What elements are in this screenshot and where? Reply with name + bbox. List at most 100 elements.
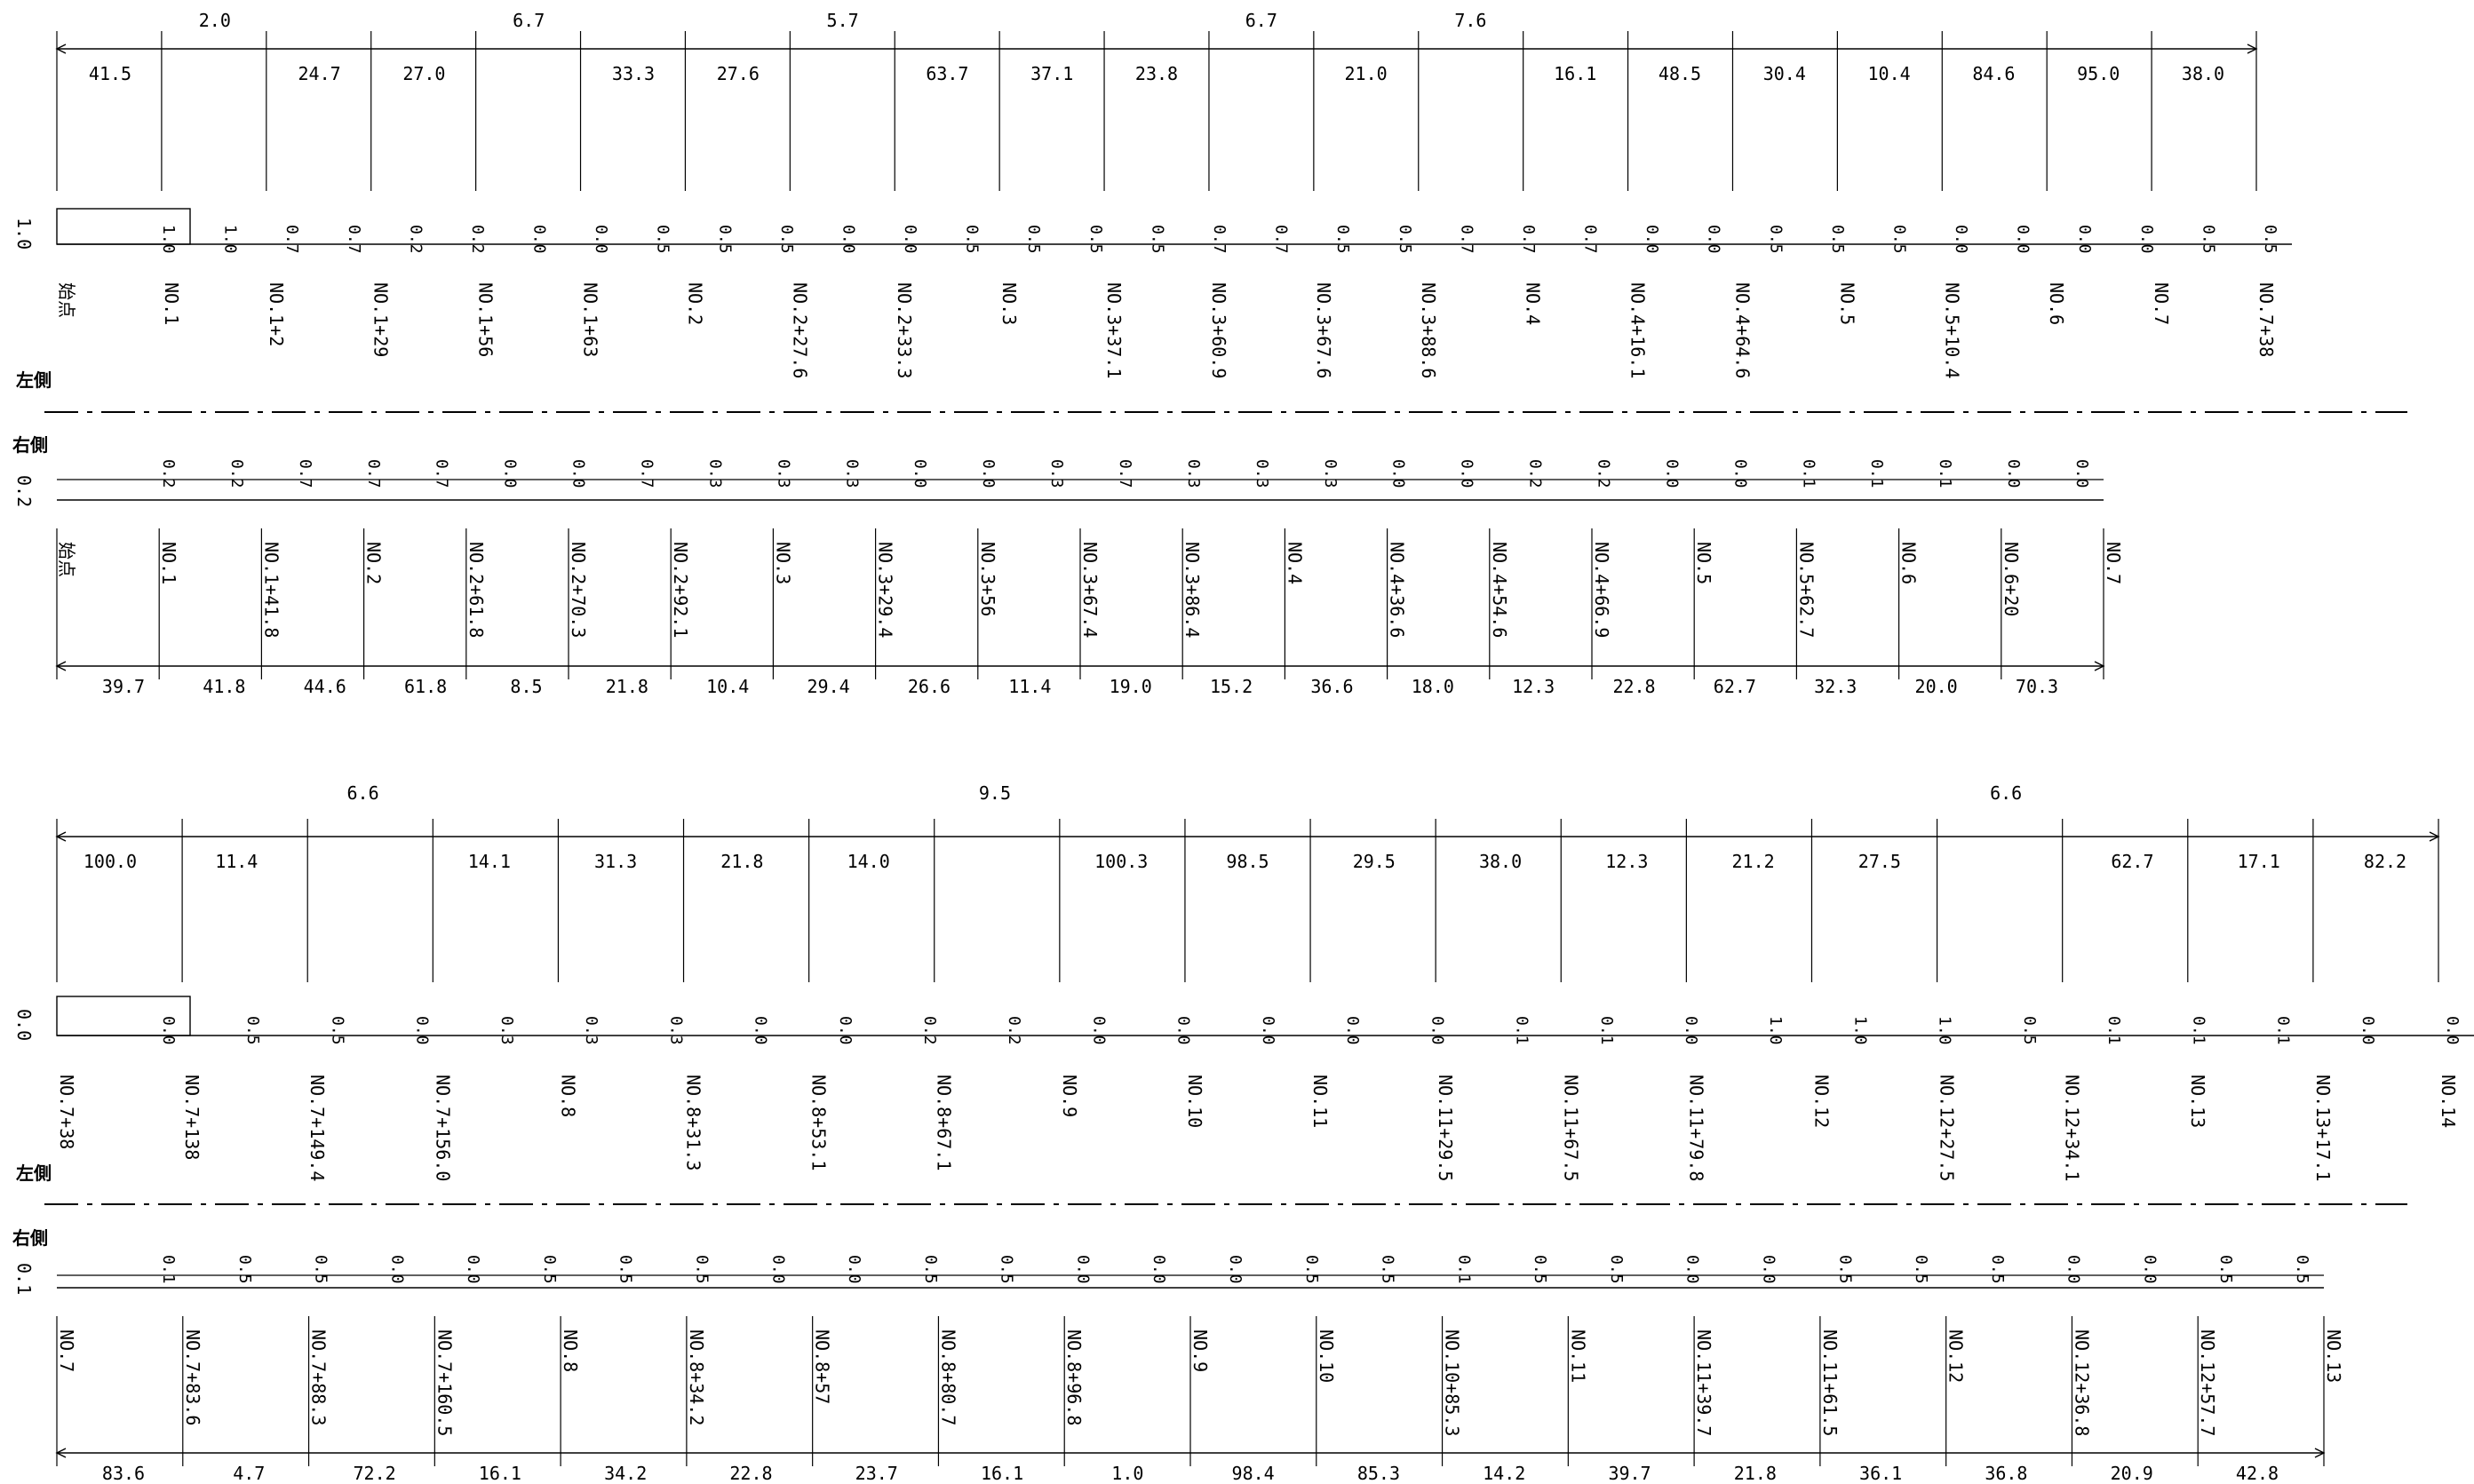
row1-right-profile-value: 0.3 (1253, 459, 1271, 488)
row2-left-station-label: NO.9 (1059, 1075, 1080, 1117)
row1-left-profile-value: 0.5 (715, 225, 734, 254)
row1-right-dimension-value: 44.6 (304, 676, 346, 697)
row2-right-station-label: NO.8+96.8 (1063, 1329, 1085, 1425)
row1-left-profile-value: 0.5 (654, 225, 672, 254)
row1-right-station-label: NO.4+36.6 (1387, 542, 1408, 638)
row1-right-station-label: 始点 (56, 542, 77, 577)
row2-right-profile-value: 0.5 (2293, 1255, 2311, 1284)
row1-left-profile-value: 0.0 (1705, 225, 1723, 254)
row2-right-start-value: 0.1 (13, 1263, 35, 1295)
row2-right-profile-value: 0.0 (464, 1255, 482, 1284)
row1-left-dimension-value: 41.5 (89, 63, 131, 84)
row1-right-profile-value: 0.7 (433, 459, 451, 488)
row1-left-station-label: NO.4 (1523, 282, 1544, 325)
row2-left-station-label: NO.11+67.5 (1560, 1075, 1581, 1181)
left-side-label-row1: 左側 (16, 369, 52, 391)
left-side-label-row2: 左側 (16, 1163, 52, 1184)
row2-right-profile-value: 0.5 (921, 1255, 940, 1284)
row2-left-station-label: NO.7+138 (181, 1075, 203, 1160)
row2-left-dimension-value: 62.7 (2111, 851, 2153, 872)
row2-left-station-label: NO.8+53.1 (808, 1075, 830, 1171)
row2-right-station-label: NO.8 (560, 1329, 581, 1372)
row2-right-profile-value: 0.0 (845, 1255, 863, 1284)
row1-left-station-label: NO.3+67.6 (1313, 282, 1334, 378)
row1-left-profile-value: 0.7 (1519, 225, 1538, 254)
row1-left-profile-value: 0.7 (1210, 225, 1229, 254)
row2-left-dimension-value: 100.0 (84, 851, 137, 872)
row2-right-dimension-value: 21.8 (1734, 1463, 1777, 1484)
row1-right-dimension-value: 41.8 (203, 676, 245, 697)
row1-left-profile-value: 0.5 (1333, 225, 1352, 254)
row1-left-profile-value: 0.2 (406, 225, 425, 254)
row2-right-profile-value: 0.0 (1760, 1255, 1778, 1284)
row2-right-profile-value: 0.5 (312, 1255, 330, 1284)
row1-left-profile-value: 0.5 (1828, 225, 1847, 254)
row2-right-profile-value: 0.0 (768, 1255, 787, 1284)
row1-right-dimension-line-arrow-end (2094, 661, 2105, 671)
row1-left-profile-value: 0.5 (1396, 225, 1414, 254)
row1-right-profile-value: 0.3 (1184, 459, 1203, 488)
row2-right-profile-value: 0.5 (1988, 1255, 2007, 1284)
row1-left-profile-value: 0.5 (1086, 225, 1105, 254)
row2-right-dimension-value: 1.0 (1111, 1463, 1143, 1484)
row1-left-station-label: 始点 (56, 282, 77, 318)
row1-right-station-label: NO.3+67.4 (1079, 542, 1101, 638)
row2-right-profile-value: 0.5 (1302, 1255, 1321, 1284)
row2-right-station-label: NO.7+88.3 (308, 1329, 330, 1425)
row2-right-profile-value: 0.5 (998, 1255, 1016, 1284)
row1-right-dimension-value: 29.4 (807, 676, 849, 697)
row1-right-profile-value: 0.3 (705, 459, 724, 488)
row2-left-dimension-value: 11.4 (215, 851, 258, 872)
row1-left-station-label: NO.3+88.6 (1418, 282, 1439, 378)
row1-right-profile-value: 0.0 (1389, 459, 1408, 488)
row1-left-profile-value: 0.0 (839, 225, 857, 254)
row2-right-station-label: NO.8+80.7 (937, 1329, 959, 1425)
row2-left-station-label: NO.10 (1184, 1075, 1205, 1128)
row2-right-profile-value: 0.5 (693, 1255, 712, 1284)
row1-right-dimension-value: 22.8 (1612, 676, 1655, 697)
row1-right-start-value: 0.2 (13, 475, 35, 507)
row1-right-profile-value: 0.1 (1936, 459, 1954, 488)
row2-right-dimension-line-arrow-end (2314, 1448, 2326, 1458)
row2-right-profile-value: 0.5 (1835, 1255, 1854, 1284)
row2-left-profile-value: 0.0 (1343, 1016, 1362, 1045)
row2-right-station-label: NO.8+57 (812, 1329, 833, 1404)
row1-right-dimension-value: 12.3 (1512, 676, 1555, 697)
row2-right-profile-value: 0.1 (1454, 1255, 1473, 1284)
row2-right-station-label: NO.10 (1316, 1329, 1337, 1383)
row2-right-profile-value: 0.0 (1149, 1255, 1168, 1284)
row2-right-dimension-value: 16.1 (981, 1463, 1023, 1484)
row2-right-dimension-value: 16.1 (479, 1463, 521, 1484)
row1-left-dimension-value: 2.0 (199, 10, 231, 31)
row1-right-station-label: NO.3+29.4 (875, 542, 896, 638)
row1-left-profile-value: 0.0 (2075, 225, 2094, 254)
row1-right-dimension-value: 15.2 (1210, 676, 1253, 697)
row2-right-dimension-value: 22.8 (729, 1463, 772, 1484)
row1-right-dimension-value: 11.4 (1008, 676, 1051, 697)
row2-left-dimension-value: 29.5 (1353, 851, 1396, 872)
row2-left-station-label: NO.13 (2187, 1075, 2208, 1128)
row2-left-profile-value: 0.0 (1259, 1016, 1277, 1045)
row2-right-dimension-value: 98.4 (1232, 1463, 1275, 1484)
row1-left-station-label: NO.4+64.6 (1731, 282, 1753, 378)
row2-left-station-label: NO.7+38 (56, 1075, 77, 1149)
row2-left-station-label: NO.7+156.0 (432, 1075, 453, 1181)
row1-right-station-label: NO.1+41.8 (260, 542, 282, 638)
row2-right-dimension-value: 20.9 (2111, 1463, 2153, 1484)
row2-left-profile-value: 0.0 (836, 1016, 855, 1045)
row1-left-profile-value: 0.5 (2261, 225, 2279, 254)
row1-right-profile-value: 0.2 (227, 459, 246, 488)
row1-right-station-label: NO.4 (1284, 542, 1305, 584)
row2-left-dimension-value: 17.1 (2238, 851, 2280, 872)
row2-left-dimension-value: 100.3 (1094, 851, 1148, 872)
row2-left-profile-value: 0.5 (328, 1016, 346, 1045)
row1-left-station-label: NO.3+37.1 (1103, 282, 1125, 378)
row2-left-profile-value: 1.0 (1766, 1016, 1785, 1045)
row2-right-dimension-value: 72.2 (354, 1463, 396, 1484)
row2-left-dimension-value: 6.6 (346, 782, 378, 804)
row2-left-station-label: NO.12+34.1 (2062, 1075, 2083, 1181)
row1-left-dimension-value: 24.7 (298, 63, 341, 84)
row1-left-dimension-value: 27.0 (402, 63, 445, 84)
row2-left-dimension-value: 27.5 (1858, 851, 1901, 872)
